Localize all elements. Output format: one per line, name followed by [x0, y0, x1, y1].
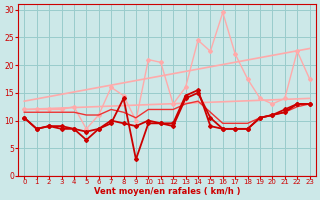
- X-axis label: Vent moyen/en rafales ( km/h ): Vent moyen/en rafales ( km/h ): [94, 187, 240, 196]
